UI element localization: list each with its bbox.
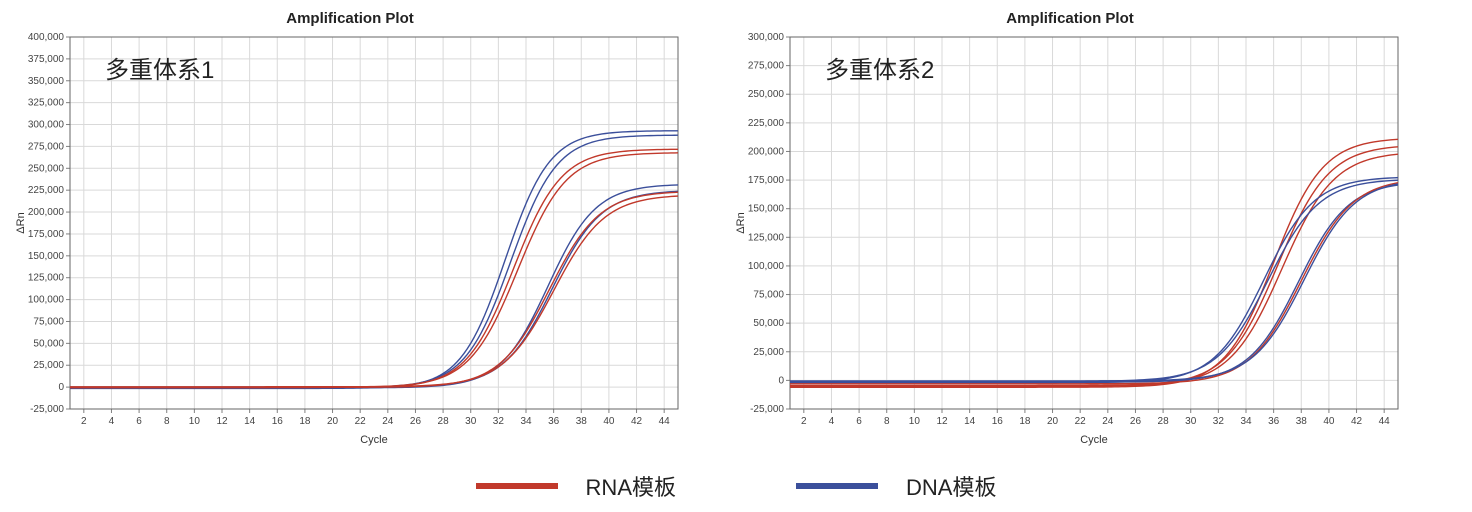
svg-text:200,000: 200,000: [748, 146, 785, 157]
svg-text:ΔRn: ΔRn: [15, 212, 27, 233]
svg-text:18: 18: [1019, 416, 1031, 427]
svg-text:8: 8: [884, 416, 890, 427]
svg-text:125,000: 125,000: [28, 273, 65, 284]
svg-text:200,000: 200,000: [28, 207, 65, 218]
legend-swatch-dna: [796, 483, 878, 489]
svg-text:2: 2: [81, 416, 87, 427]
svg-text:8: 8: [164, 416, 170, 427]
panels-row: Amplification Plot 多重体系1 -25,000025,0005…: [10, 10, 1462, 456]
svg-text:225,000: 225,000: [28, 185, 65, 196]
svg-text:25,000: 25,000: [753, 347, 784, 358]
chart1-title: Amplification Plot: [10, 10, 690, 27]
svg-text:16: 16: [992, 416, 1004, 427]
svg-text:ΔRn: ΔRn: [735, 212, 747, 233]
svg-text:14: 14: [244, 416, 256, 427]
svg-text:26: 26: [410, 416, 422, 427]
svg-text:30: 30: [465, 416, 477, 427]
svg-text:6: 6: [136, 416, 142, 427]
svg-text:20: 20: [327, 416, 339, 427]
svg-text:36: 36: [548, 416, 560, 427]
chart2-title: Amplification Plot: [730, 10, 1410, 27]
svg-text:14: 14: [964, 416, 976, 427]
svg-text:375,000: 375,000: [28, 54, 65, 65]
svg-text:34: 34: [1240, 416, 1252, 427]
svg-text:Cycle: Cycle: [360, 434, 388, 446]
svg-text:150,000: 150,000: [28, 251, 65, 262]
svg-text:250,000: 250,000: [748, 89, 785, 100]
svg-text:325,000: 325,000: [28, 98, 65, 109]
svg-text:34: 34: [520, 416, 532, 427]
chart2-svg: -25,000 0 25,000 50,000 75,000 100,000 125,000…: [730, 31, 1410, 451]
svg-text:28: 28: [1158, 416, 1170, 427]
svg-text:18: 18: [299, 416, 311, 427]
svg-text:42: 42: [1351, 416, 1363, 427]
svg-text:4: 4: [109, 416, 115, 427]
svg-text:22: 22: [1075, 416, 1087, 427]
svg-text:6: 6: [856, 416, 862, 427]
svg-text:225,000: 225,000: [748, 118, 785, 129]
legend-item-rna: RNA模板: [476, 470, 676, 502]
svg-text:175,000: 175,000: [748, 175, 785, 186]
svg-text:10: 10: [909, 416, 921, 427]
svg-text:12: 12: [936, 416, 948, 427]
panel-2: Amplification Plot 多重体系2 -25,000025,0005…: [730, 10, 1410, 456]
svg-text:0: 0: [58, 382, 64, 393]
svg-text:100,000: 100,000: [748, 261, 785, 272]
svg-text:42: 42: [631, 416, 643, 427]
svg-text:36: 36: [1268, 416, 1280, 427]
svg-text:275,000: 275,000: [28, 141, 65, 152]
svg-text:50,000: 50,000: [33, 338, 64, 349]
svg-text:2: 2: [801, 416, 807, 427]
svg-text:24: 24: [382, 416, 394, 427]
svg-text:250,000: 250,000: [28, 163, 65, 174]
svg-text:44: 44: [1379, 416, 1391, 427]
svg-text:-25,000: -25,000: [30, 404, 64, 415]
svg-text:16: 16: [272, 416, 284, 427]
legend-swatch-rna: [476, 483, 558, 489]
svg-text:24: 24: [1102, 416, 1114, 427]
svg-text:32: 32: [493, 416, 505, 427]
svg-text:400,000: 400,000: [28, 32, 65, 43]
svg-text:4: 4: [829, 416, 835, 427]
svg-text:28: 28: [438, 416, 450, 427]
svg-text:75,000: 75,000: [753, 290, 784, 301]
svg-text:22: 22: [355, 416, 367, 427]
legend: RNA模板 DNA模板: [10, 470, 1462, 502]
panel-1: Amplification Plot 多重体系1 -25,000025,0005…: [10, 10, 690, 456]
svg-text:125,000: 125,000: [748, 232, 785, 243]
svg-text:0: 0: [778, 375, 784, 386]
svg-text:44: 44: [659, 416, 671, 427]
svg-text:30: 30: [1185, 416, 1197, 427]
svg-text:10: 10: [189, 416, 201, 427]
svg-text:40: 40: [603, 416, 615, 427]
legend-item-dna: DNA模板: [796, 470, 996, 502]
chart1-svg: -25,000 0 25,000 50,000 75,000 100,000 125,000…: [10, 31, 690, 451]
svg-text:175,000: 175,000: [28, 229, 65, 240]
svg-text:50,000: 50,000: [753, 318, 784, 329]
svg-text:300,000: 300,000: [28, 120, 65, 131]
legend-label-rna: RNA模板: [586, 470, 676, 502]
svg-text:26: 26: [1130, 416, 1142, 427]
svg-text:300,000: 300,000: [748, 32, 785, 43]
svg-text:12: 12: [216, 416, 228, 427]
svg-text:-25,000: -25,000: [750, 404, 784, 415]
svg-text:32: 32: [1213, 416, 1225, 427]
svg-text:25,000: 25,000: [33, 360, 64, 371]
svg-text:Cycle: Cycle: [1080, 434, 1108, 446]
svg-text:75,000: 75,000: [33, 316, 64, 327]
svg-text:20: 20: [1047, 416, 1059, 427]
svg-text:100,000: 100,000: [28, 295, 65, 306]
svg-text:38: 38: [576, 416, 588, 427]
svg-text:38: 38: [1296, 416, 1308, 427]
svg-text:275,000: 275,000: [748, 61, 785, 72]
legend-label-dna: DNA模板: [906, 470, 996, 502]
svg-text:350,000: 350,000: [28, 76, 65, 87]
svg-text:150,000: 150,000: [748, 204, 785, 215]
svg-text:40: 40: [1323, 416, 1335, 427]
